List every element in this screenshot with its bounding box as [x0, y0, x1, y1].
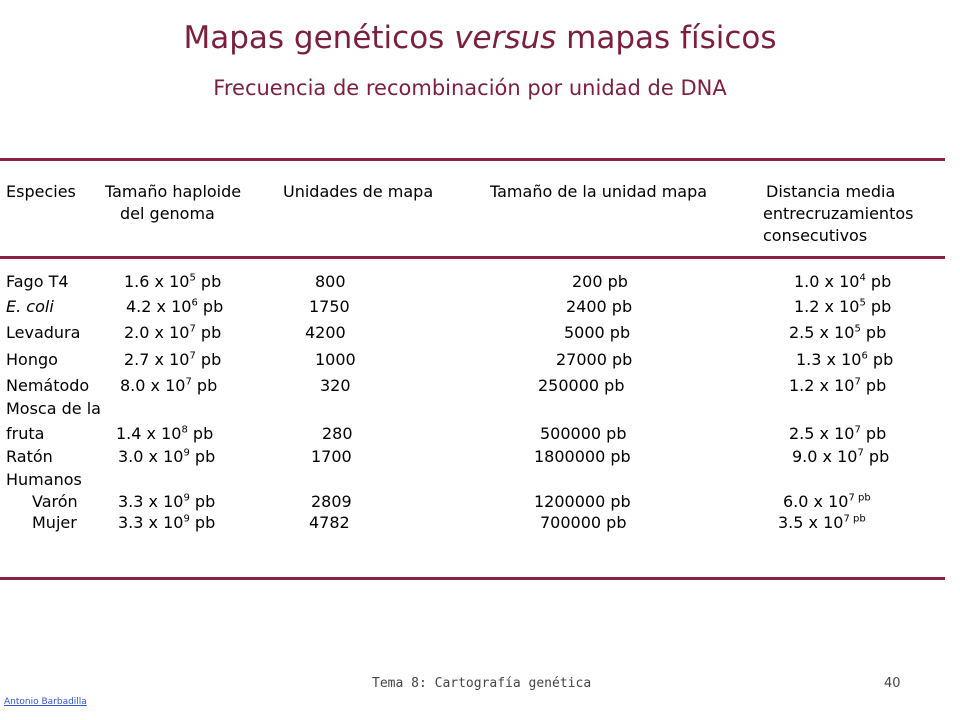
header-distance-line1: Distancia media — [766, 182, 896, 201]
genome-cell: 1.4 x 108 pb — [116, 424, 214, 443]
unit-size-cell: 1800000 pb — [534, 447, 631, 466]
unit-size-cell: 500000 pb — [540, 424, 627, 443]
genome-cell: 8.0 x 107 pb — [120, 376, 218, 395]
slide-subtitle: Frecuencia de recombinación por unidad d… — [213, 76, 727, 100]
distance-cell: 2.5 x 107 pb — [789, 424, 887, 443]
genome-cell: 4.2 x 106 pb — [126, 297, 224, 316]
title-italic: versus — [454, 20, 557, 56]
distance-cell: 2.5 x 105 pb — [789, 323, 887, 342]
header-genome-line2: del genoma — [120, 204, 215, 223]
species-cell: Humanos — [6, 470, 82, 489]
distance-cell: 6.0 x 107 pb — [783, 492, 871, 511]
unit-size-cell: 2400 pb — [566, 297, 633, 316]
unit-size-cell: 1200000 pb — [534, 492, 631, 511]
map-units-cell: 1000 — [315, 350, 356, 369]
distance-cell: 9.0 x 107 pb — [792, 447, 890, 466]
map-units-cell: 4200 — [305, 323, 346, 342]
distance-cell: 1.2 x 107 pb — [789, 376, 887, 395]
species-cell: Levadura — [6, 323, 81, 342]
distance-cell: 3.5 x 107 pb — [778, 513, 866, 532]
header-distance-line3: consecutivos — [763, 226, 868, 245]
distance-cell: 1.2 x 105 pb — [794, 297, 892, 316]
header-genome-line1: Tamaño haploide — [105, 182, 242, 201]
unit-size-cell: 200 pb — [572, 272, 628, 291]
header-distance-line2: entrecruzamientos — [763, 204, 914, 223]
author-link[interactable]: Antonio Barbadilla — [4, 697, 87, 707]
species-cell: fruta — [6, 424, 45, 443]
map-units-cell: 2809 — [311, 492, 352, 511]
species-cell: Varón — [32, 492, 78, 511]
species-cell: Ratón — [6, 447, 53, 466]
genome-cell: 3.3 x 109 pb — [118, 492, 216, 511]
genome-cell: 3.3 x 109 pb — [118, 513, 216, 532]
genome-cell: 2.0 x 107 pb — [124, 323, 222, 342]
unit-size-cell: 27000 pb — [556, 350, 633, 369]
bottom-rule — [0, 577, 945, 580]
species-cell: Nemátodo — [6, 376, 90, 395]
footer-topic: Tema 8: Cartografía genética — [372, 676, 592, 691]
top-rule — [0, 158, 945, 161]
map-units-cell: 280 — [322, 424, 353, 443]
map-units-cell: 320 — [320, 376, 351, 395]
slide-title: Mapas genéticos versus mapas físicos — [0, 20, 960, 56]
unit-size-cell: 5000 pb — [564, 323, 631, 342]
title-suffix: mapas físicos — [556, 20, 777, 56]
distance-cell: 1.3 x 106 pb — [796, 350, 894, 369]
species-cell: Fago T4 — [6, 272, 69, 291]
map-units-cell: 800 — [315, 272, 346, 291]
header-rule — [0, 256, 945, 259]
unit-size-cell: 700000 pb — [540, 513, 627, 532]
species-cell: E. coli — [6, 297, 54, 316]
genome-cell: 2.7 x 107 pb — [124, 350, 222, 369]
title-prefix: Mapas genéticos — [183, 20, 455, 56]
distance-cell: 1.0 x 104 pb — [794, 272, 892, 291]
species-cell: Mosca de la — [6, 399, 101, 418]
genome-cell: 1.6 x 105 pb — [124, 272, 222, 291]
unit-size-cell: 250000 pb — [538, 376, 625, 395]
map-units-cell: 1700 — [311, 447, 352, 466]
species-cell: Hongo — [6, 350, 58, 369]
page-number: 40 — [884, 676, 901, 691]
header-map-units: Unidades de mapa — [283, 182, 434, 201]
map-units-cell: 1750 — [309, 297, 350, 316]
header-species: Especies — [6, 182, 76, 201]
species-cell: Mujer — [32, 513, 77, 532]
map-units-cell: 4782 — [309, 513, 350, 532]
genome-cell: 3.0 x 109 pb — [118, 447, 216, 466]
header-unit-size: Tamaño de la unidad mapa — [490, 182, 708, 201]
